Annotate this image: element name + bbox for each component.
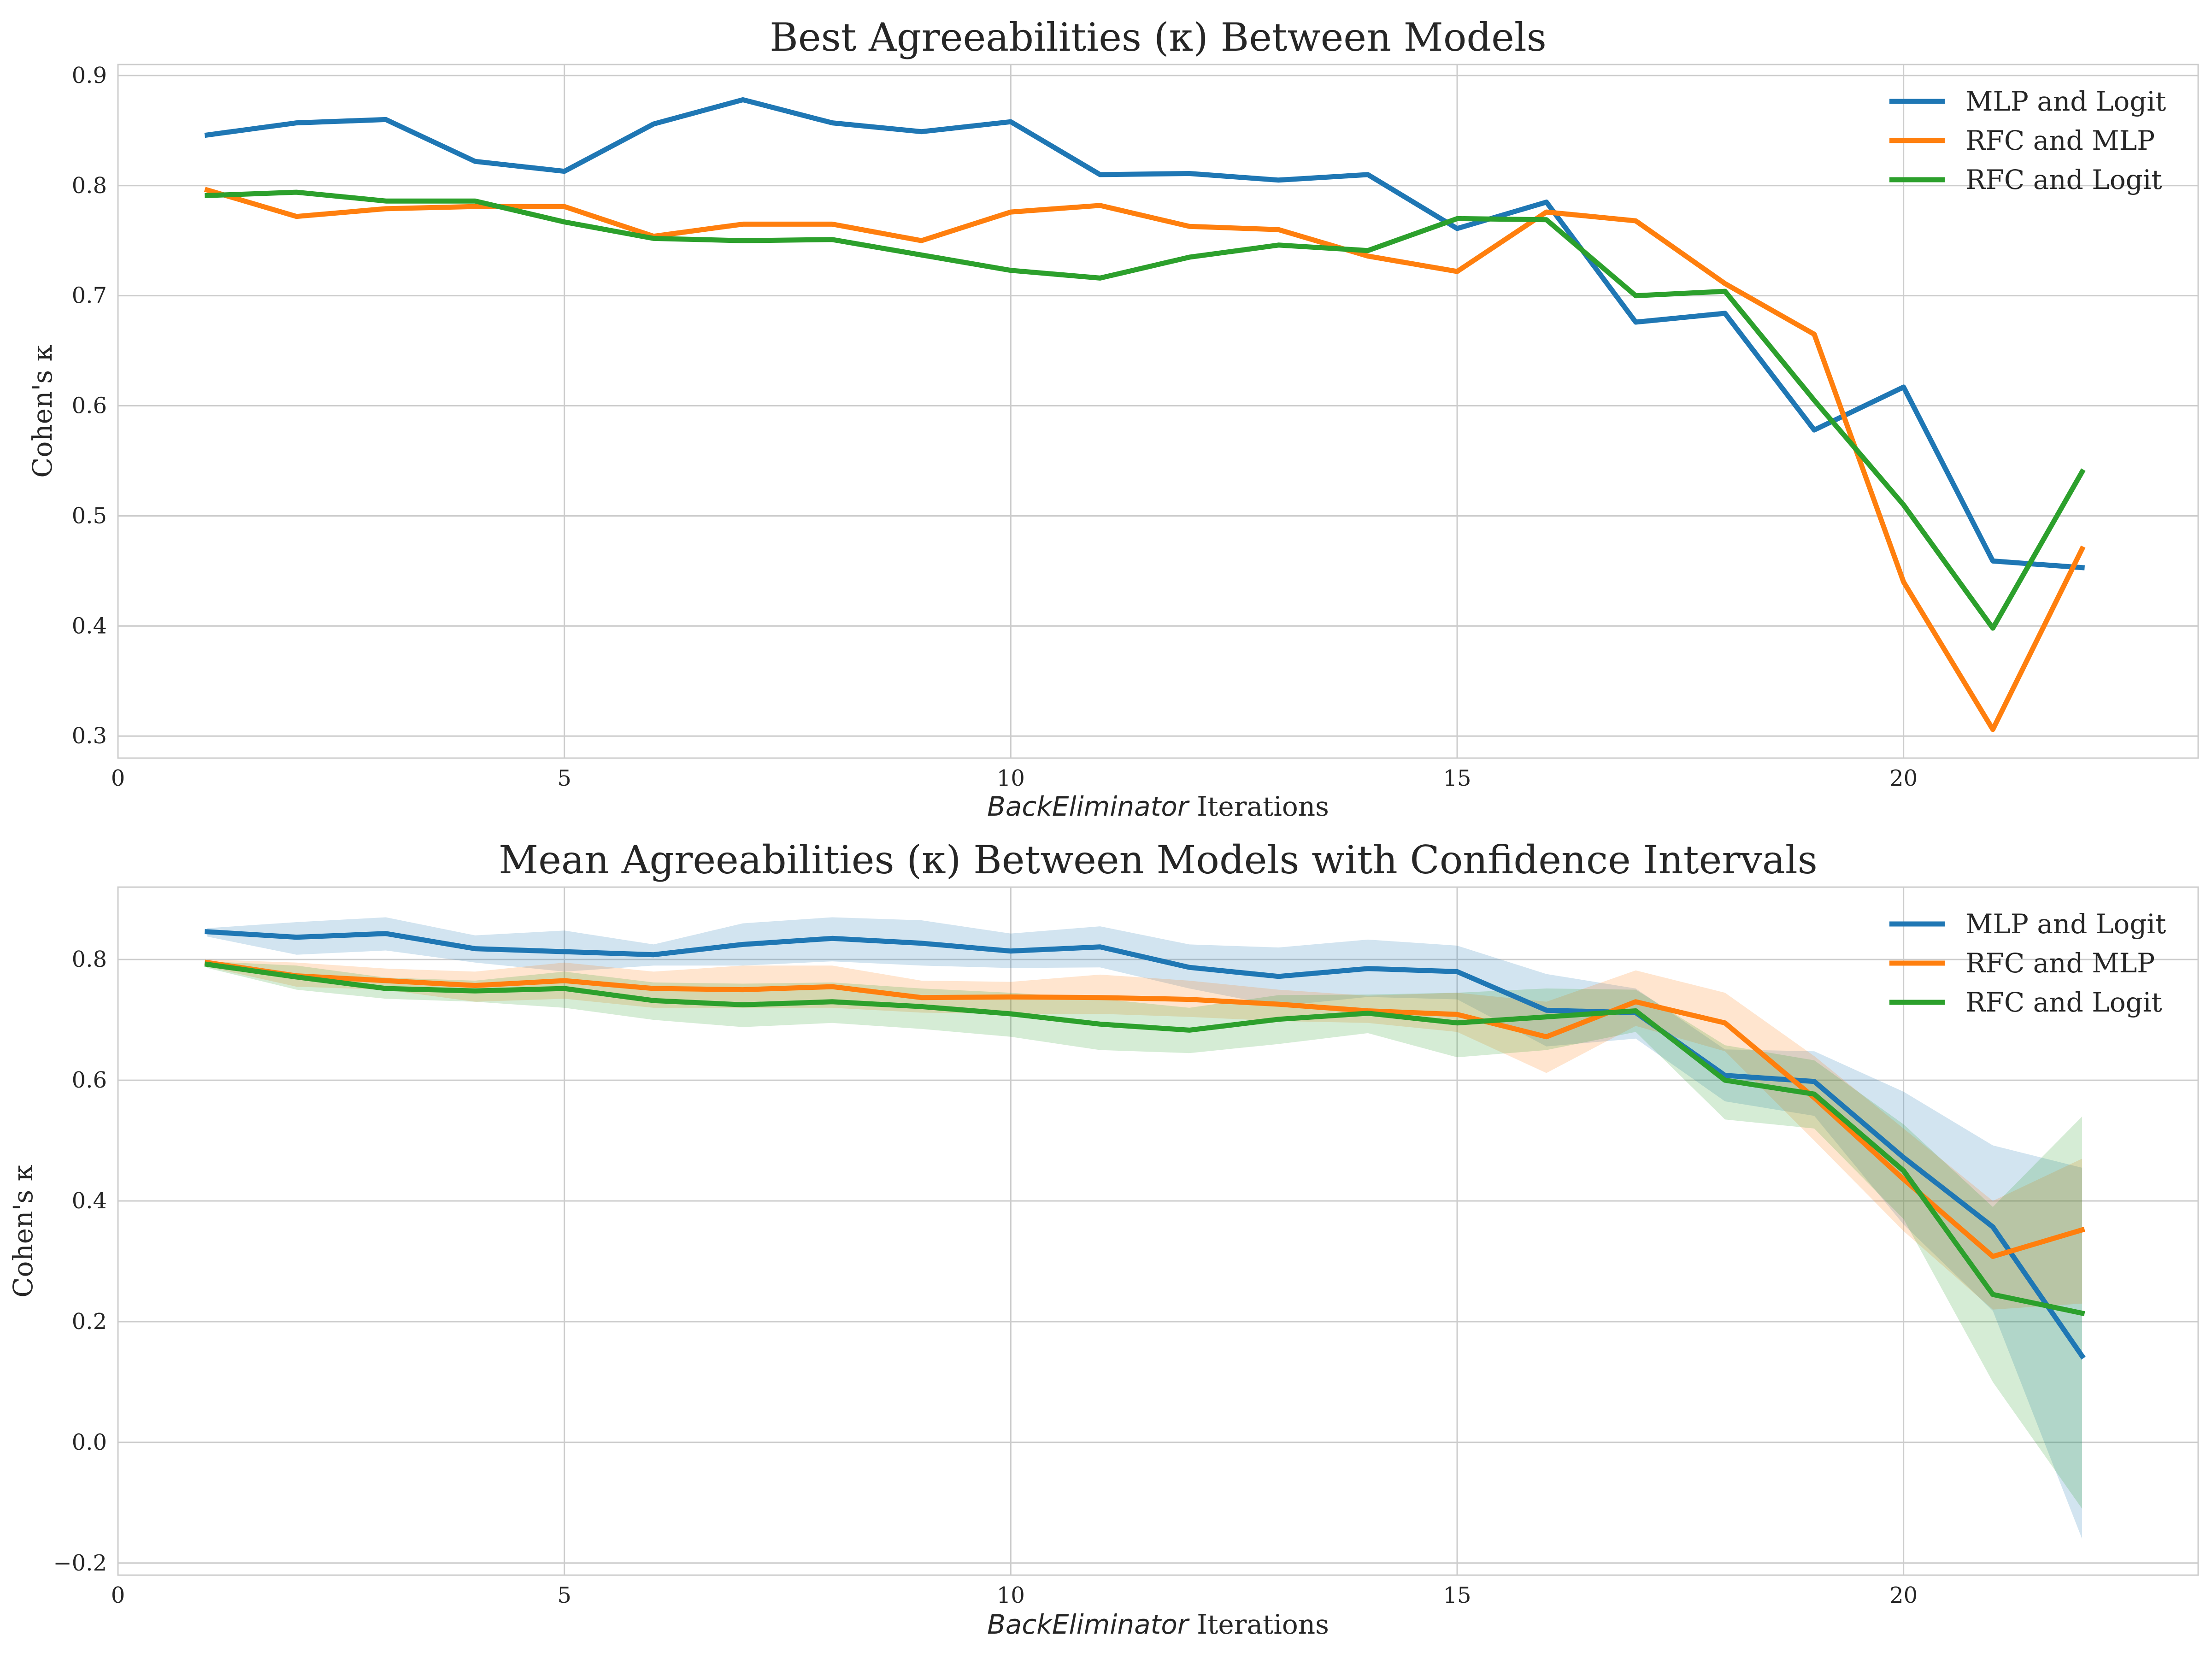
y-tick-label: 0.9	[72, 63, 107, 88]
y-tick-label: 0.0	[72, 1430, 107, 1455]
x-axis-label-italic: BackEliminator	[987, 1609, 1190, 1640]
series-line-2	[204, 959, 2085, 1259]
legend-label-3: RFC and Logit	[1965, 987, 2162, 1018]
series-line-3	[204, 189, 2086, 631]
x-tick-label: 10	[997, 1583, 1025, 1608]
x-axis-label-text: Iterations	[1188, 791, 1329, 822]
x-tick-label: 5	[557, 1583, 571, 1608]
series-line-3	[204, 961, 2085, 1317]
y-tick-label: 0.3	[72, 723, 107, 749]
legend-label-2: RFC and MLP	[1965, 947, 2155, 979]
plot-frame	[117, 64, 2199, 759]
y-axis-label: Cohen's κ	[27, 345, 58, 478]
series-line-1	[204, 97, 2085, 571]
y-tick-label: 0.6	[72, 393, 107, 419]
x-axis-label-text: Iterations	[1188, 1609, 1329, 1640]
y-tick-label: 0.7	[72, 283, 107, 309]
y-tick-label: 0.2	[72, 1309, 107, 1335]
x-tick-label: 5	[557, 765, 571, 791]
y-tick-label: 0.4	[72, 613, 107, 639]
y-tick-label: 0.5	[72, 503, 107, 529]
series-line-2	[204, 187, 2086, 732]
x-tick-label: 15	[1443, 765, 1471, 791]
y-tick-label: 0.8	[72, 947, 107, 972]
legend-label-3: RFC and Logit	[1965, 164, 2162, 195]
x-axis-label-italic: BackEliminator	[987, 791, 1190, 822]
legend-label-1: MLP and Logit	[1965, 908, 2166, 940]
x-axis-label: BackEliminator Iterations	[987, 1609, 1329, 1640]
x-tick-label: 0	[111, 1583, 125, 1608]
y-axis-label: Cohen's κ	[7, 1165, 39, 1298]
chart-title: Best Agreeabilities (κ) Between Models	[770, 15, 1547, 60]
x-tick-label: 15	[1443, 1583, 1471, 1608]
y-tick-label: 0.8	[72, 173, 107, 199]
legend-label-2: RFC and MLP	[1965, 125, 2155, 156]
x-axis-label: BackEliminator Iterations	[987, 791, 1329, 822]
x-tick-label: 20	[1889, 1583, 1918, 1608]
confidence-band-3	[207, 961, 2083, 1509]
x-tick-label: 20	[1889, 765, 1918, 791]
chart-title: Mean Agreeabilities (κ) Between Models w…	[499, 837, 1818, 882]
y-tick-label: −0.2	[53, 1550, 107, 1576]
legend-label-1: MLP and Logit	[1965, 86, 2166, 117]
series-line-1	[204, 929, 2086, 1360]
chart-panel-1: 0 5 10 15 20 0.3 0.4 0.5 0.6 0.7 0.8 0.9 Best Agreea…	[27, 15, 2199, 822]
x-tick-label: 10	[997, 765, 1025, 791]
chart-panel-2: 0 5 10 15 20 −0.2 0.0 0.2 0.4 0.6 0.8 Mean Agreeabi…	[7, 837, 2199, 1640]
y-tick-label: 0.4	[72, 1188, 107, 1214]
y-tick-label: 0.6	[72, 1067, 107, 1093]
plot-frame	[117, 886, 2199, 1576]
x-tick-label: 0	[111, 765, 125, 791]
